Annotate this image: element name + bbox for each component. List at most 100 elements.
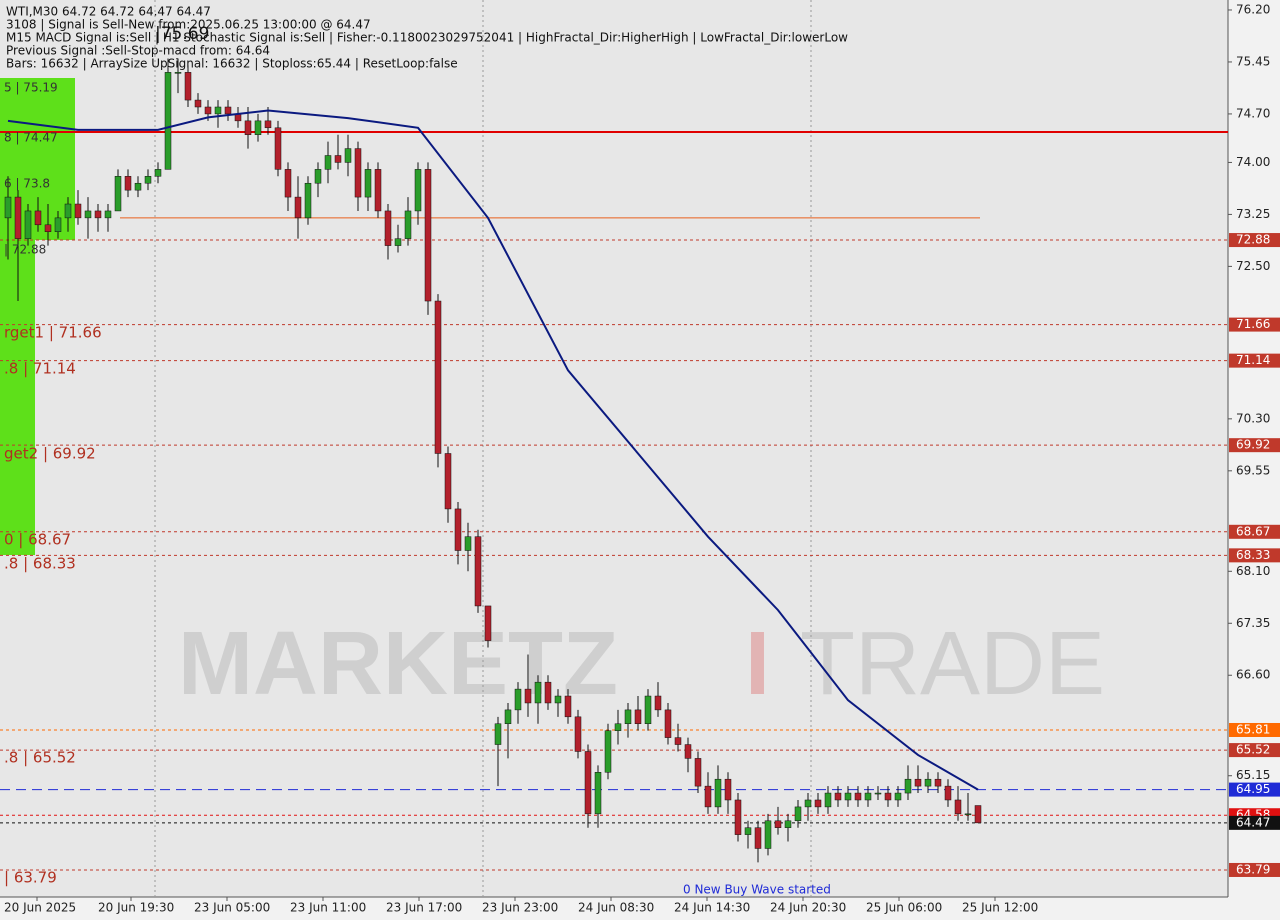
candle-body <box>334 155 342 163</box>
candle-body <box>654 695 662 711</box>
candle-body <box>524 688 532 704</box>
candle-body <box>694 758 702 787</box>
candle-body <box>674 737 682 745</box>
x-tick-label: 24 Jun 08:30 <box>578 901 654 915</box>
x-tick-label: 25 Jun 06:00 <box>866 901 942 915</box>
candle-body <box>444 453 452 510</box>
level-caption: 6 | 73.8 <box>4 177 50 191</box>
moving-average <box>7 109 979 791</box>
candle-body <box>614 723 622 731</box>
candle-body <box>414 169 422 212</box>
level-caption: get2 | 69.92 <box>4 445 96 463</box>
candle-body <box>574 716 582 752</box>
x-tick-label: 24 Jun 14:30 <box>674 901 750 915</box>
candle-body <box>124 176 132 191</box>
x-tick-label: 23 Jun 23:00 <box>482 901 558 915</box>
candle-body <box>724 778 732 801</box>
candle-body <box>624 709 632 725</box>
candle-body <box>394 238 402 246</box>
candle-body <box>144 176 152 184</box>
candle-body <box>134 182 142 191</box>
candle-body <box>374 169 382 212</box>
candle-body <box>454 508 462 551</box>
watermark: MARKETZ I TRADE <box>178 614 1105 714</box>
candle-body <box>64 203 72 219</box>
y-tick-label: 69.55 <box>1236 463 1270 477</box>
y-tick-label: 74.00 <box>1236 155 1270 169</box>
candle-body <box>44 224 52 232</box>
level-tag-label: 65.52 <box>1236 743 1270 757</box>
candle-body <box>34 210 42 226</box>
candle-body <box>894 792 902 801</box>
candle-body <box>14 196 22 239</box>
candle-body <box>684 744 692 759</box>
candle-body <box>504 709 512 725</box>
header-line: WTI,M30 64.72 64.72 64.47 64.47 <box>6 5 211 19</box>
candle-body <box>594 772 602 815</box>
level-tag <box>1229 438 1280 453</box>
level-tag <box>1229 743 1280 758</box>
candle-body <box>194 99 202 108</box>
x-tick-label: 24 Jun 20:30 <box>770 901 846 915</box>
level-tag-label: 69.92 <box>1236 438 1270 452</box>
candle-body <box>834 792 842 801</box>
candle-body <box>174 72 182 74</box>
y-tick-label: 72.50 <box>1236 259 1270 273</box>
x-tick-label: 23 Jun 11:00 <box>290 901 366 915</box>
x-tick-label: 25 Jun 12:00 <box>962 901 1038 915</box>
price-axis-bg <box>1228 0 1280 920</box>
candle-body <box>54 217 62 232</box>
candle-body <box>74 203 82 219</box>
candle-body <box>464 536 472 551</box>
level-caption: | 63.79 <box>4 869 57 887</box>
level-tag-label: 65.81 <box>1236 722 1270 736</box>
candle-body <box>114 176 122 212</box>
level-tag-label: 71.14 <box>1236 353 1270 367</box>
y-tick-label: 75.45 <box>1236 54 1270 68</box>
candle-body <box>934 778 942 787</box>
candle-body <box>204 106 212 115</box>
candle-body <box>84 210 92 219</box>
candle-body <box>974 805 982 824</box>
candle-body <box>884 792 892 801</box>
level-tag-label: 72.88 <box>1236 233 1270 247</box>
candle-body <box>734 799 742 835</box>
candle-body <box>434 300 442 454</box>
candle-body <box>514 688 522 711</box>
candle-body <box>774 820 782 828</box>
level-tag <box>1229 524 1280 539</box>
level-caption: .8 | 71.14 <box>4 360 76 378</box>
candle-body <box>354 148 362 198</box>
candle-body <box>424 169 432 302</box>
candle-body <box>924 778 932 787</box>
level-tag-label: 68.33 <box>1236 548 1270 562</box>
candle-body <box>564 695 572 718</box>
level-tag <box>1229 317 1280 332</box>
y-tick-label: 66.60 <box>1236 668 1270 682</box>
level-tag <box>1229 722 1280 737</box>
candle-body <box>874 792 882 795</box>
candle-body <box>304 182 312 219</box>
y-tick-label: 76.20 <box>1236 2 1270 16</box>
candle-body <box>294 196 302 219</box>
candle-body <box>744 827 752 835</box>
candle-body <box>344 148 352 163</box>
x-tick-label: 23 Jun 17:00 <box>386 901 462 915</box>
candle-body <box>554 695 562 704</box>
candle-body <box>644 695 652 725</box>
candle-body <box>844 792 852 801</box>
candle-body <box>764 820 772 849</box>
x-tick-label: 20 Jun 2025 <box>4 901 76 915</box>
y-tick-label: 68.10 <box>1236 564 1270 578</box>
time-axis-bg <box>0 897 1228 920</box>
header-line: M15 MACD Signal is:Sell | H1 Stochastic … <box>6 31 848 45</box>
candle-body <box>94 210 102 219</box>
candle-body <box>954 799 962 815</box>
y-tick-label: 67.35 <box>1236 616 1270 630</box>
level-tag-label: 71.66 <box>1236 317 1270 331</box>
candle-body <box>4 196 12 219</box>
candle-body <box>494 723 502 745</box>
top-note: |75.69 <box>155 24 209 44</box>
